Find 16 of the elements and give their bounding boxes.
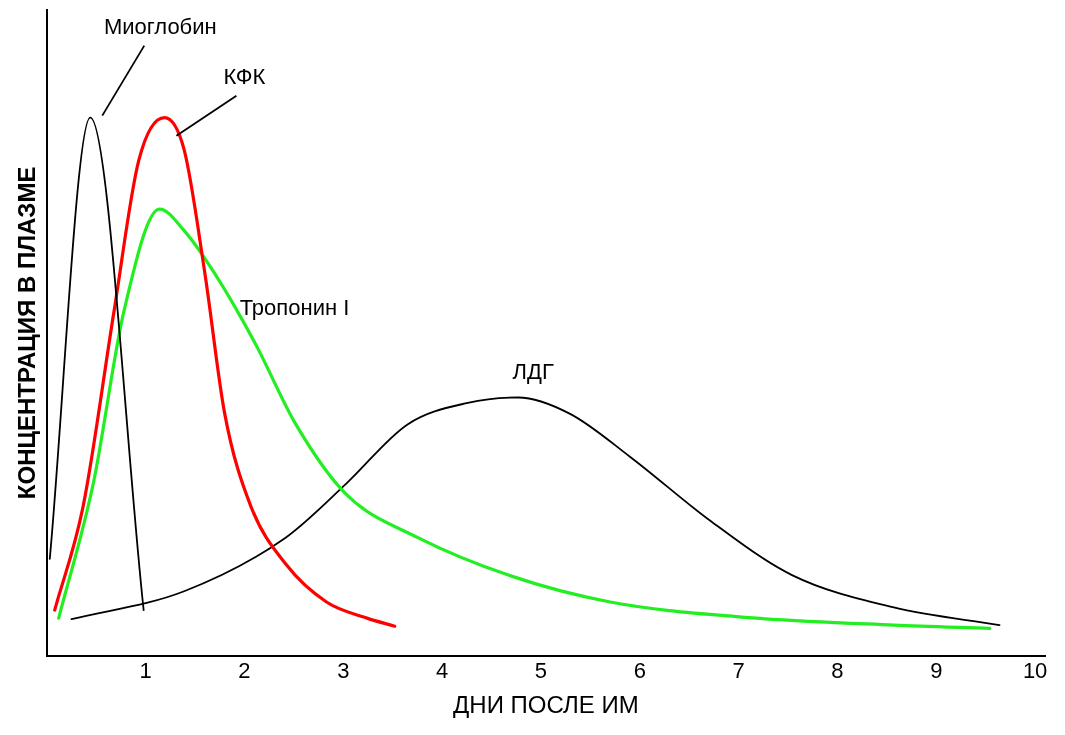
x-tick-label: 5 [534,658,548,684]
x-tick-label: 3 [337,658,350,684]
y-axis-title: КОНЦЕНТРАЦИЯ В ПЛАЗМЕ [13,166,41,500]
text: КФК [223,63,266,89]
x-tick-label: 6 [633,658,646,684]
x-tick-label: 4 [436,658,449,684]
text: Миоглобин [103,13,217,39]
x-tick-label: 10 [1022,658,1048,684]
x-axis-title: ДНИ ПОСЛЕ ИМ [453,691,639,719]
series-label: Тропонин I [239,295,350,321]
series-label: ЛДГ [512,358,554,384]
x-tick-label: 8 [831,658,844,684]
x-tick-label: 7 [732,658,745,684]
x-tick-label: 2 [238,658,251,684]
x-tick-label: 9 [930,658,943,684]
x-tick-label: 1 [139,658,152,684]
